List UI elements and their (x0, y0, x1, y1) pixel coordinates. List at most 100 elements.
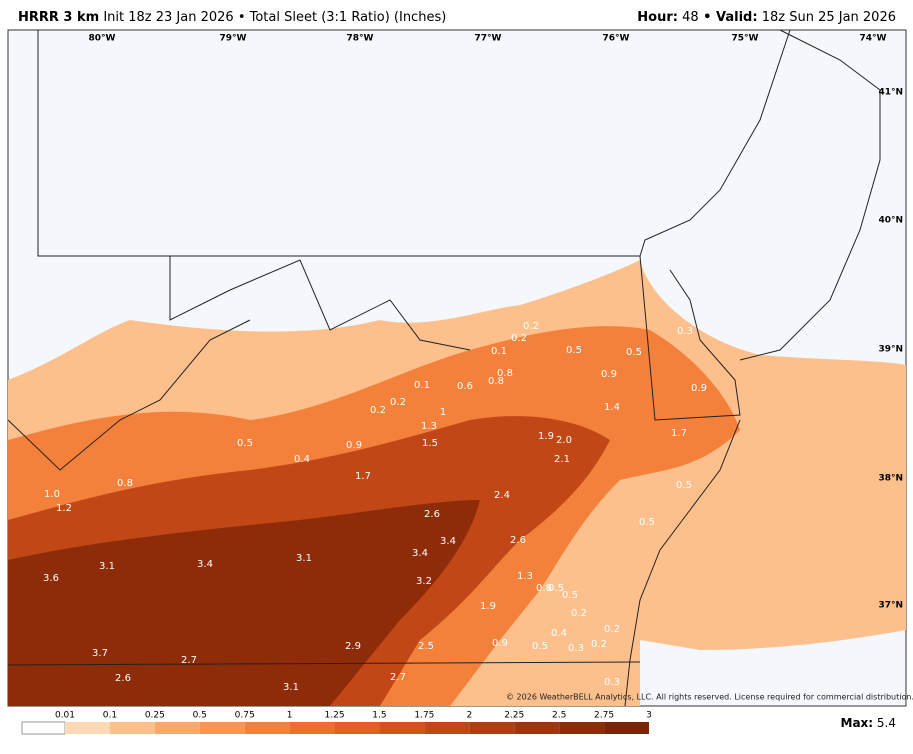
header-left: HRRR 3 km Init 18z 23 Jan 2026 • Total S… (18, 10, 446, 25)
value-label: 1.7 (671, 428, 687, 439)
value-label: 0.1 (491, 346, 507, 357)
lat-label: 37°N (878, 601, 903, 611)
hour: 48 (682, 10, 699, 25)
legend-swatch (199, 722, 245, 734)
value-label: 0.8 (117, 478, 133, 489)
sleet-max (8, 500, 480, 706)
value-label: 3.1 (296, 553, 312, 564)
value-label: 2.1 (554, 454, 570, 465)
max-label: Max: (841, 716, 874, 730)
value-label: 0.5 (626, 347, 642, 358)
wv-border (169, 256, 471, 351)
delmarva-coast (624, 419, 741, 707)
legend-swatch (109, 722, 155, 734)
value-label: 0.2 (591, 639, 607, 650)
legend-tick: 1.25 (325, 711, 345, 721)
lon-label: 78°W (347, 34, 374, 44)
lon-label: 80°W (89, 34, 116, 44)
map: 0.20.20.1 0.5 0.50.30.80.80.60.10.90.90.20… (7, 29, 913, 707)
lon-label: 75°W (732, 34, 759, 44)
header-right: Hour: 48 • Valid: 18z Sun 25 Jan 2026 (637, 10, 896, 25)
value-label: 0.8 (497, 368, 513, 379)
lon-label: 76°W (603, 34, 630, 44)
legend-tick: 0.75 (235, 711, 255, 721)
lat-label: 38°N (878, 474, 903, 484)
max-value: 5.4 (877, 716, 896, 730)
value-label: 0.2 (523, 321, 539, 332)
hour-label: Hour: (637, 10, 678, 25)
value-label: 0.9 (346, 440, 362, 451)
value-label: 0.6 (457, 381, 473, 392)
lon-label: 79°W (220, 34, 247, 44)
valid-label: Valid: (716, 10, 758, 25)
copyright: © 2026 WeatherBELL Analytics, LLC. All r… (506, 693, 913, 702)
value-label: 0.2 (390, 397, 406, 408)
value-label: 0.5 (566, 345, 582, 356)
legend-tick: 0.25 (145, 711, 165, 721)
value-label: 0.5 (639, 517, 655, 528)
value-label: 1.2 (56, 503, 72, 514)
max: Max: 5.4 (841, 716, 897, 730)
value-label: 0.9 (492, 638, 508, 649)
legend-swatch (604, 722, 649, 734)
value-label: 3.4 (412, 548, 428, 559)
wv-va-border (7, 319, 251, 471)
legend-tick: 1 (287, 711, 293, 721)
legend-swatch (334, 722, 380, 734)
value-label: 0.2 (604, 624, 620, 635)
value-label: 0.2 (370, 405, 386, 416)
value-label: 0.2 (511, 333, 527, 344)
legend-zero (21, 721, 66, 735)
value-label: 2.6 (115, 673, 131, 684)
legend-swatch (154, 722, 200, 734)
value-label: 0.3 (677, 326, 693, 337)
va-nc-border (7, 661, 641, 666)
value-label: 3.2 (416, 576, 432, 587)
value-label: 1.0 (44, 489, 60, 500)
value-labels: 0.20.20.1 0.5 0.50.30.80.80.60.10.90.90.20… (43, 321, 707, 693)
legend: 0.01 0.1 0.25 0.5 0.75 1 1.25 1.5 1.75 2 2.25 2.5 2.… (21, 711, 652, 735)
value-label: 2.6 (424, 509, 440, 520)
value-label: 0.9 (601, 369, 617, 380)
value-label: 0.5 (237, 438, 253, 449)
value-label: 2.5 (418, 641, 434, 652)
legend-tick: 2.25 (504, 711, 524, 721)
value-label: 1.5 (422, 438, 438, 449)
legend-swatch (559, 722, 605, 734)
value-label: 2.7 (390, 672, 406, 683)
legend-tick: 1.5 (372, 711, 386, 721)
value-label: 0.8 (488, 376, 504, 387)
legend-swatch (244, 722, 290, 734)
legend-tick: 1.75 (414, 711, 434, 721)
legend-swatch (424, 722, 470, 734)
value-label: 0.3 (568, 643, 584, 654)
value-label: 2.4 (494, 490, 510, 501)
lat-label: 39°N (878, 345, 903, 355)
valid: 18z Sun 25 Jan 2026 (762, 10, 896, 25)
lon-label: 74°W (860, 34, 887, 44)
legend-tick: 0.1 (103, 711, 117, 721)
value-label: 0.9 (691, 383, 707, 394)
value-label: 2.9 (345, 641, 361, 652)
value-label: 0.8 (536, 583, 552, 594)
value-label: 0.5 (548, 583, 564, 594)
legend-swatch (289, 722, 335, 734)
init: Init 18z 23 Jan 2026 • Total Sleet (3:1 … (103, 10, 446, 25)
lat-label: 41°N (878, 88, 903, 98)
value-label: 2.7 (181, 655, 197, 666)
value-label: 0.5 (532, 641, 548, 652)
nj-coast (739, 29, 881, 361)
value-label: 1.7 (355, 471, 371, 482)
value-label: 1.3 (421, 421, 437, 432)
legend-tick: 0.5 (193, 711, 207, 721)
lat-label: 40°N (878, 216, 903, 226)
value-label: 0.3 (604, 677, 620, 688)
legend-swatch (469, 722, 515, 734)
lon-label: 77°W (475, 34, 502, 44)
value-label: 1.9 (538, 431, 554, 442)
value-label: 1 (440, 407, 446, 418)
value-label: 3.4 (440, 536, 456, 547)
model: HRRR 3 km (18, 10, 99, 25)
value-label: 3.1 (283, 682, 299, 693)
